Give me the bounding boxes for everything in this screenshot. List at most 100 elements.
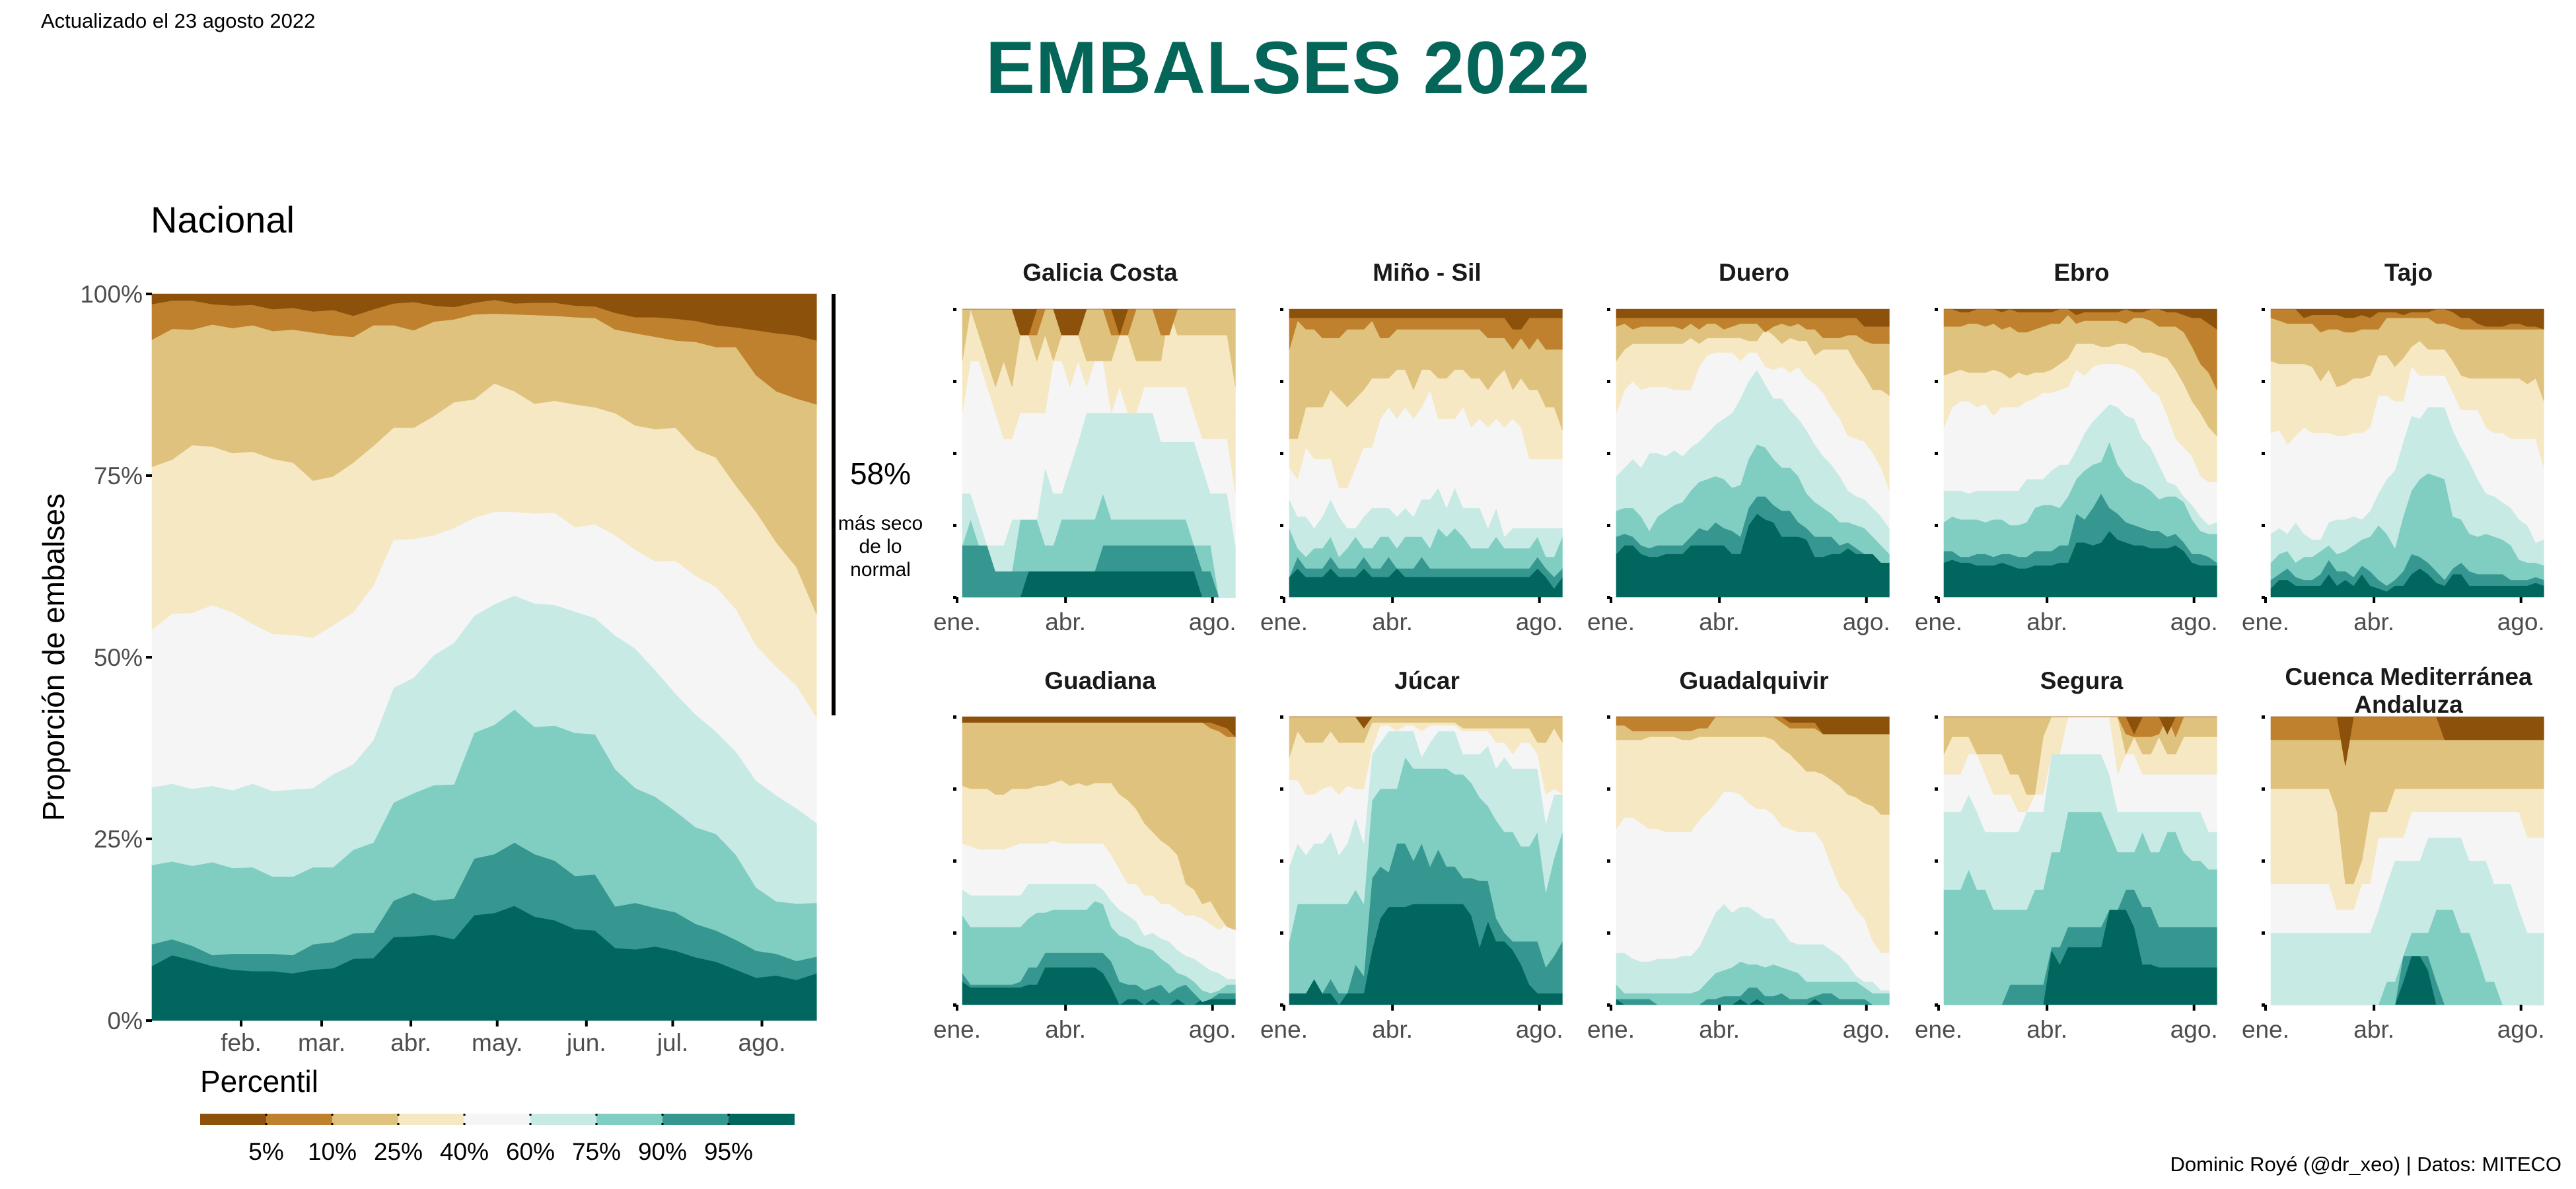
x-tick-label: ene. xyxy=(1587,1016,1635,1043)
y-tick xyxy=(953,452,956,455)
y-tick xyxy=(1280,524,1283,527)
x-tick-label: feb. xyxy=(221,1029,262,1056)
x-tick-label: ago. xyxy=(1189,1016,1236,1043)
y-tick-label: 75% xyxy=(94,462,143,489)
y-axis-title: Proporción de embalses xyxy=(36,493,71,821)
y-tick xyxy=(1935,596,1938,599)
legend-tick xyxy=(727,1123,730,1125)
legend-tick xyxy=(661,1123,664,1125)
y-tick xyxy=(1607,308,1610,311)
x-tick-label: abr. xyxy=(2026,1016,2067,1043)
x-tick-label: ene. xyxy=(1260,1016,1308,1043)
x-tick-label: abr. xyxy=(390,1029,431,1056)
y-tick xyxy=(1935,308,1938,311)
legend-tick xyxy=(661,1114,664,1116)
legend-tick xyxy=(595,1123,598,1125)
y-tick xyxy=(1280,931,1283,935)
y-tick xyxy=(953,524,956,527)
x-tick-label: ago. xyxy=(1189,608,1236,635)
x-tick-label: ago. xyxy=(1843,1016,1890,1043)
x-tick-label: abr. xyxy=(1372,608,1413,635)
annotation-line: normal xyxy=(850,559,911,581)
y-tick xyxy=(1935,380,1938,383)
y-tick xyxy=(2262,859,2265,863)
legend-label: 60% xyxy=(506,1138,555,1165)
y-tick xyxy=(2262,524,2265,527)
facet-ebro: ene. abr. ago. xyxy=(1915,308,2218,635)
facet-title: Miño - Sil xyxy=(1373,259,1482,286)
y-tick xyxy=(953,787,956,791)
y-tick-label: 100% xyxy=(80,281,143,308)
y-tick xyxy=(1935,859,1938,863)
legend-swatch-p60-75 xyxy=(530,1114,596,1125)
x-tick-label: abr. xyxy=(2353,608,2394,635)
facet-title: Guadiana xyxy=(1044,667,1156,694)
legend-swatch-p25-40 xyxy=(398,1114,464,1125)
facet-title: Guadalquivir xyxy=(1679,667,1829,694)
facet-mino-sil: ene. abr. ago. xyxy=(1260,308,1563,635)
y-tick-label: 0% xyxy=(108,1007,143,1034)
national-chart: 0% 25% 50% 75% 100% feb. mar. abr. may. jun. jul. a… xyxy=(36,281,836,1056)
x-tick-label: abr. xyxy=(1372,1016,1413,1043)
x-tick-label: ago. xyxy=(1516,608,1563,635)
facet-galicia-costa: ene. abr. ago. xyxy=(933,308,1236,635)
legend-swatch-p75-90 xyxy=(596,1114,662,1125)
x-tick-label: ene. xyxy=(1260,608,1308,635)
legend-label: 95% xyxy=(704,1138,753,1165)
legend-tick xyxy=(463,1114,466,1116)
legend-label: 5% xyxy=(248,1138,283,1165)
facet-title: Ebro xyxy=(2054,259,2110,286)
x-tick-label: ene. xyxy=(2242,608,2289,635)
x-tick-label: ago. xyxy=(1516,1016,1563,1043)
x-tick-label: ago. xyxy=(738,1029,786,1056)
y-tick xyxy=(1607,787,1610,791)
x-tick-label: jun. xyxy=(566,1029,606,1056)
legend-swatch-p40-60 xyxy=(464,1114,530,1125)
y-tick xyxy=(1607,1003,1610,1007)
facet-title: Segura xyxy=(2040,667,2124,694)
band-lt5 xyxy=(151,293,817,341)
x-tick-label: ago. xyxy=(2170,1016,2218,1043)
y-tick xyxy=(1935,787,1938,791)
band-lt5 xyxy=(2271,308,2544,330)
annotation-line: más seco xyxy=(838,513,923,534)
y-tick xyxy=(1935,524,1938,527)
y-tick xyxy=(1280,1003,1283,1007)
band-lt5 xyxy=(962,308,1236,336)
y-tick-label: 50% xyxy=(94,644,143,671)
legend-tick xyxy=(529,1114,532,1116)
band-lt5 xyxy=(2271,716,2544,766)
band-lt5 xyxy=(1616,308,1890,327)
y-tick xyxy=(2262,1003,2265,1007)
caption: Dominic Royé (@dr_xeo) | Datos: MITECO xyxy=(2170,1153,2562,1176)
y-tick xyxy=(1607,715,1610,719)
y-tick xyxy=(2262,931,2265,935)
x-tick-label: ene. xyxy=(933,1016,981,1043)
legend-tick xyxy=(265,1114,268,1116)
legend-tick xyxy=(595,1114,598,1116)
y-tick xyxy=(1607,524,1610,527)
x-tick-label: abr. xyxy=(1699,1016,1740,1043)
legend-swatch-lt5 xyxy=(200,1114,266,1125)
legend-label: 40% xyxy=(440,1138,489,1165)
x-tick-label: abr. xyxy=(2353,1016,2394,1043)
facet-jucar: ene. abr. ago. xyxy=(1260,715,1563,1043)
x-tick-label: ago. xyxy=(2497,608,2545,635)
facet-segura: ene. abr. ago. xyxy=(1915,715,2218,1043)
y-tick xyxy=(953,859,956,863)
y-tick xyxy=(1935,1003,1938,1007)
legend-tick xyxy=(265,1123,268,1125)
legend-tick xyxy=(397,1123,400,1125)
main-title: EMBALSES 2022 xyxy=(985,26,1591,109)
x-tick-label: ago. xyxy=(1843,608,1890,635)
x-tick-label: may. xyxy=(472,1029,522,1056)
x-tick-label: mar. xyxy=(298,1029,345,1056)
annotation-text: más seco de lo normal xyxy=(831,512,930,581)
band-lt5 xyxy=(962,716,1236,738)
legend-swatch-p5-10 xyxy=(266,1114,332,1125)
y-tick xyxy=(1280,452,1283,455)
y-tick xyxy=(1280,787,1283,791)
x-tick-label: jul. xyxy=(657,1029,688,1056)
facet-duero: ene. abr. ago. xyxy=(1587,308,1890,635)
